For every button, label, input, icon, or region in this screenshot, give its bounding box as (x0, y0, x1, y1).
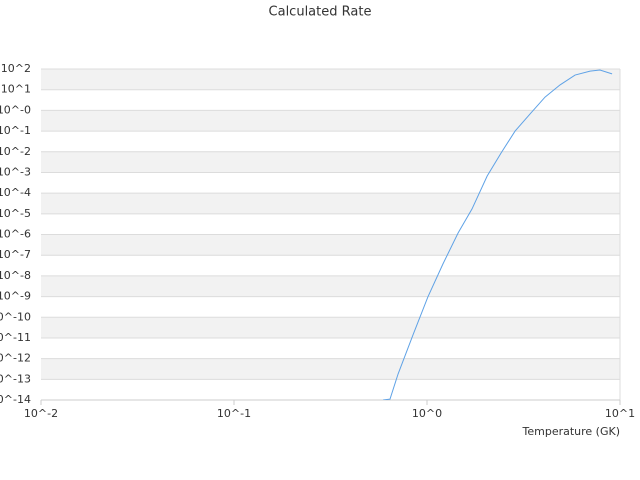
x-tick-label: 10^-1 (217, 407, 251, 420)
y-tick-label: 10^-3 (0, 165, 31, 178)
grid-band (41, 193, 620, 214)
y-tick-label: 10^-7 (0, 248, 31, 261)
y-tick-label: 10^-10 (0, 310, 31, 323)
grid-band (41, 234, 620, 256)
grid-band (41, 69, 620, 90)
grid-band (41, 275, 620, 297)
grid-band (41, 358, 620, 380)
y-tick-label: 10^-0 (0, 103, 31, 116)
grid-band (41, 151, 620, 173)
y-tick-label: 10^-12 (0, 352, 31, 365)
x-tick-label: 10^-2 (24, 407, 58, 420)
y-tick-label: 10^-1 (0, 124, 31, 137)
y-tick-label: 10^-13 (0, 372, 31, 385)
y-tick-label: 10^-4 (0, 186, 31, 199)
y-tick-label: 10^-14 (0, 393, 31, 406)
chart-title: Calculated Rate (269, 5, 372, 20)
bands (41, 68, 621, 401)
y-tick-label: 10^-5 (0, 207, 31, 220)
y-tick-label: 10^1 (1, 83, 31, 96)
y-tick-label: 10^-6 (0, 228, 31, 241)
grid-band (41, 317, 620, 338)
y-tick-label: 10^-8 (0, 269, 31, 282)
y-tick-label: 10^2 (1, 62, 31, 75)
y-tick-label: 10^-2 (0, 145, 31, 158)
y-tick-label: 10^-9 (0, 290, 31, 303)
grid-band (41, 110, 620, 132)
line (382, 69, 613, 400)
x-tick-label: 10^1 (605, 407, 635, 420)
x-tick-label: 10^0 (412, 407, 442, 420)
y-tick-label: 10^-11 (0, 331, 31, 344)
x-axis-label: Temperature (GK) (522, 425, 621, 438)
